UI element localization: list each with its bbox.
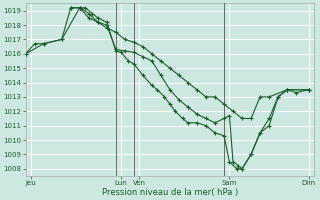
X-axis label: Pression niveau de la mer( hPa ): Pression niveau de la mer( hPa ) (102, 188, 238, 197)
